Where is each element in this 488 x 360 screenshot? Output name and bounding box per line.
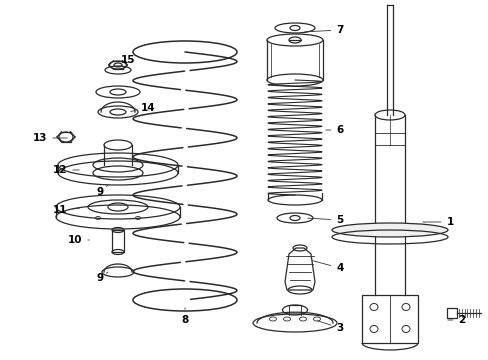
- Bar: [112, 230, 124, 252]
- Text: 10: 10: [68, 235, 89, 245]
- Bar: [446, 308, 456, 318]
- Text: 3: 3: [317, 321, 343, 333]
- Text: 5: 5: [307, 215, 343, 225]
- Text: 8: 8: [181, 308, 188, 325]
- Text: 12: 12: [53, 165, 79, 175]
- Bar: [361, 295, 417, 343]
- Text: 2: 2: [447, 315, 465, 325]
- Text: 4: 4: [312, 261, 343, 273]
- Text: 6: 6: [325, 125, 343, 135]
- Text: 15: 15: [118, 55, 135, 70]
- Text: 9: 9: [96, 185, 108, 197]
- Text: 11: 11: [53, 205, 79, 215]
- Text: 14: 14: [130, 103, 155, 113]
- Text: 7: 7: [304, 25, 343, 35]
- Text: 1: 1: [422, 217, 453, 227]
- Text: 13: 13: [33, 133, 67, 143]
- Ellipse shape: [331, 223, 447, 237]
- Text: 9: 9: [96, 272, 108, 283]
